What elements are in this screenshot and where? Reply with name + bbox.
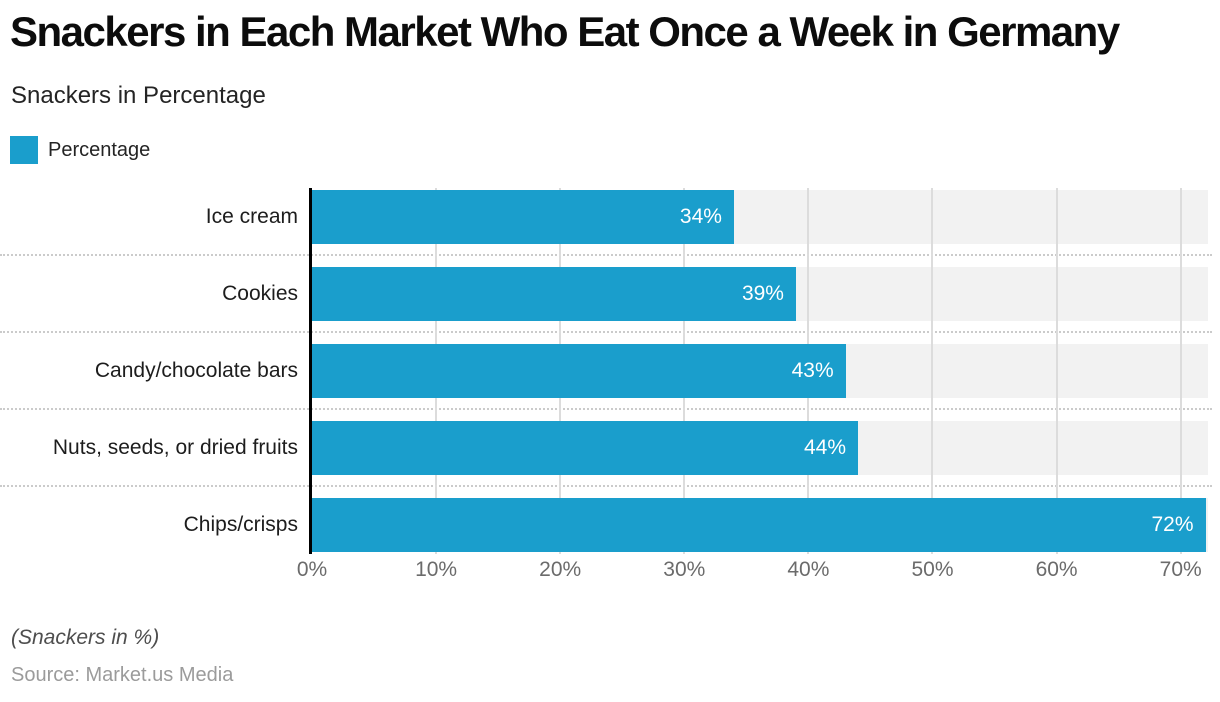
bar-track: 39% [312, 267, 1208, 321]
bar-value-label: 43% [791, 359, 834, 382]
bar-rows: Ice cream 34% Cookies 39% Candy/chocolate ba… [0, 190, 1220, 552]
bar-track: 72% [312, 498, 1208, 552]
footnote: (Snackers in %) [11, 626, 160, 649]
x-tick-label: 20% [539, 558, 582, 581]
category-label: Candy/chocolate bars [94, 359, 298, 382]
bar-nuts-seeds-or-dried-fruits[interactable]: 44% [312, 421, 859, 475]
x-tick-label: 10% [415, 558, 458, 581]
row-separator-line [0, 254, 1212, 256]
category-label: Ice cream [205, 205, 298, 228]
x-tick-label: 30% [663, 558, 706, 581]
y-axis-line [309, 188, 312, 554]
legend-label: Percentage [48, 138, 151, 161]
bar-value-label: 44% [804, 436, 847, 459]
chart-subtitle: Snackers in Percentage [11, 82, 266, 109]
row-separator [0, 398, 1220, 421]
bar-track: 44% [312, 421, 1208, 475]
row-separator [0, 475, 1220, 498]
bar-candy-chocolate-bars[interactable]: 43% [312, 344, 846, 398]
row-separator [0, 244, 1220, 267]
bar-chips-crisps[interactable]: 72% [312, 498, 1206, 552]
x-tick-label: 0% [296, 558, 328, 581]
chart-row: Ice cream 34% [0, 190, 1220, 244]
bar-value-label: 72% [1151, 513, 1194, 536]
x-tick-label: 70% [1159, 558, 1202, 581]
plot-area: Ice cream 34% Cookies 39% Candy/chocolate ba… [0, 188, 1220, 554]
bar-track: 34% [312, 190, 1208, 244]
chart-row: Nuts, seeds, or dried fruits 44% [0, 421, 1220, 475]
bar-value-label: 34% [679, 205, 722, 228]
legend-swatch-icon [10, 136, 38, 164]
category-label: Chips/crisps [183, 513, 298, 536]
legend-item-percentage[interactable]: Percentage [10, 136, 150, 164]
row-separator-line [0, 408, 1212, 410]
bar-value-label: 39% [741, 282, 784, 305]
chart-row: Candy/chocolate bars 43% [0, 344, 1220, 398]
chart-title: Snackers in Each Market Who Eat Once a W… [10, 8, 1120, 55]
row-separator-line [0, 331, 1212, 333]
bar-track: 43% [312, 344, 1208, 398]
category-label: Nuts, seeds, or dried fruits [52, 436, 298, 459]
source-credit: Source: Market.us Media [11, 664, 234, 686]
chart-row: Cookies 39% [0, 267, 1220, 321]
x-axis: 0% 10% 20% 30% 40% 50% 60% 70% [297, 558, 1208, 588]
category-label: Cookies [222, 282, 298, 305]
x-tick-label: 50% [911, 558, 954, 581]
bar-cookies[interactable]: 39% [312, 267, 796, 321]
x-tick-label: 60% [1035, 558, 1078, 581]
row-separator-line [0, 485, 1212, 487]
chart-row: Chips/crisps 72% [0, 498, 1220, 552]
x-tick-label: 40% [787, 558, 830, 581]
row-separator [0, 321, 1220, 344]
bar-ice-cream[interactable]: 34% [312, 190, 734, 244]
